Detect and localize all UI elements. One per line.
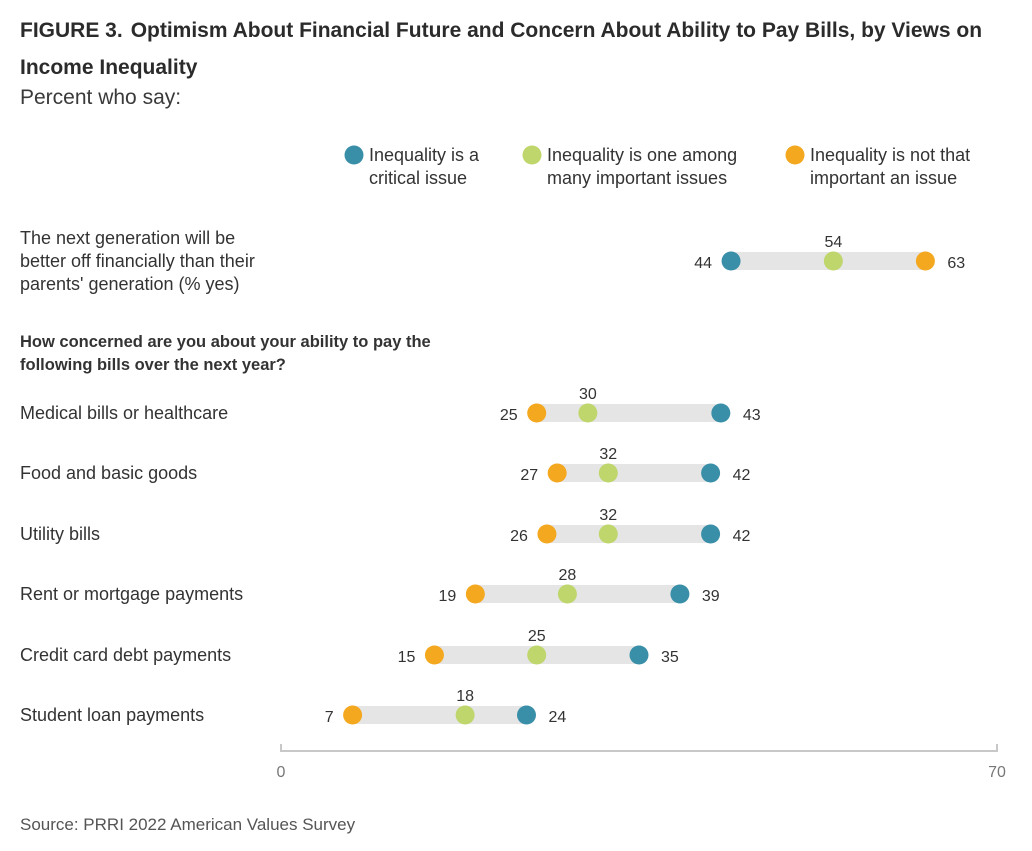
- legend-label-among: many important issues: [547, 168, 727, 188]
- dot-among: [598, 524, 618, 544]
- row-label: Student loan payments: [20, 705, 204, 725]
- row-label: Utility bills: [20, 524, 100, 544]
- dot-among: [527, 645, 547, 665]
- value-label-critical: 35: [661, 649, 679, 666]
- legend-marker-notimportant: [785, 145, 805, 165]
- legend-label-critical: Inequality is a: [369, 145, 480, 165]
- value-label-critical: 44: [694, 255, 712, 272]
- row-label: parents' generation (% yes): [20, 274, 240, 294]
- row-label: The next generation will be: [20, 228, 235, 248]
- dot-notimportant: [465, 584, 485, 604]
- section-heading: How concerned are you about your ability…: [20, 333, 431, 351]
- legend-label-critical: critical issue: [369, 168, 467, 188]
- value-label-among: 32: [599, 446, 617, 463]
- dot-critical: [711, 403, 731, 423]
- value-label-notimportant: 26: [510, 528, 528, 545]
- dot-notimportant: [915, 251, 935, 271]
- dot-notimportant: [547, 463, 567, 483]
- dot-among: [598, 463, 618, 483]
- dot-critical: [701, 463, 721, 483]
- value-label-critical: 43: [743, 407, 761, 424]
- value-label-among: 32: [599, 507, 617, 524]
- row-label: Food and basic goods: [20, 463, 197, 483]
- legend-label-notimportant: Inequality is not that: [810, 145, 970, 165]
- dot-notimportant: [527, 403, 547, 423]
- value-label-among: 18: [456, 688, 474, 705]
- dot-among: [557, 584, 577, 604]
- value-label-notimportant: 19: [439, 588, 457, 605]
- dot-among: [823, 251, 843, 271]
- figure-label: FIGURE 3.: [20, 19, 123, 42]
- row-label: Rent or mortgage payments: [20, 584, 243, 604]
- value-label-critical: 24: [548, 709, 566, 726]
- dot-critical: [721, 251, 741, 271]
- legend-marker-among: [522, 145, 542, 165]
- chart-title: FIGURE 3. Optimism About Financial Future…: [20, 12, 1010, 86]
- value-label-critical: 42: [733, 528, 751, 545]
- value-label-notimportant: 25: [500, 407, 518, 424]
- value-label-notimportant: 27: [520, 467, 538, 484]
- value-label-notimportant: 15: [398, 649, 416, 666]
- legend-label-among: Inequality is one among: [547, 145, 737, 165]
- value-label-among: 30: [579, 386, 597, 403]
- section-heading: following bills over the next year?: [20, 356, 286, 374]
- chart-subtitle: Percent who say:: [20, 86, 182, 109]
- value-label-among: 25: [528, 628, 546, 645]
- value-label-notimportant: 63: [947, 255, 965, 272]
- x-tick-label: 0: [277, 764, 286, 781]
- dot-among: [578, 403, 598, 423]
- value-label-among: 54: [824, 234, 842, 251]
- chart-title-text: Optimism About Financial Future and Conc…: [20, 19, 983, 79]
- row-label: better off financially than their: [20, 251, 255, 271]
- legend-marker-critical: [344, 145, 364, 165]
- dot-critical: [670, 584, 690, 604]
- dot-notimportant: [424, 645, 444, 665]
- legend-label-notimportant: important an issue: [810, 168, 957, 188]
- value-label-critical: 42: [733, 467, 751, 484]
- x-tick-label: 70: [988, 764, 1006, 781]
- value-label-notimportant: 7: [325, 709, 334, 726]
- dot-critical: [701, 524, 721, 544]
- source-note: Source: PRRI 2022 American Values Survey: [20, 815, 356, 834]
- dot-among: [455, 705, 475, 725]
- value-label-critical: 39: [702, 588, 720, 605]
- row-label: Medical bills or healthcare: [20, 403, 228, 423]
- dot-critical: [516, 705, 536, 725]
- row-label: Credit card debt payments: [20, 645, 231, 665]
- dot-notimportant: [343, 705, 363, 725]
- value-label-among: 28: [559, 567, 577, 584]
- dot-notimportant: [537, 524, 557, 544]
- dot-critical: [629, 645, 649, 665]
